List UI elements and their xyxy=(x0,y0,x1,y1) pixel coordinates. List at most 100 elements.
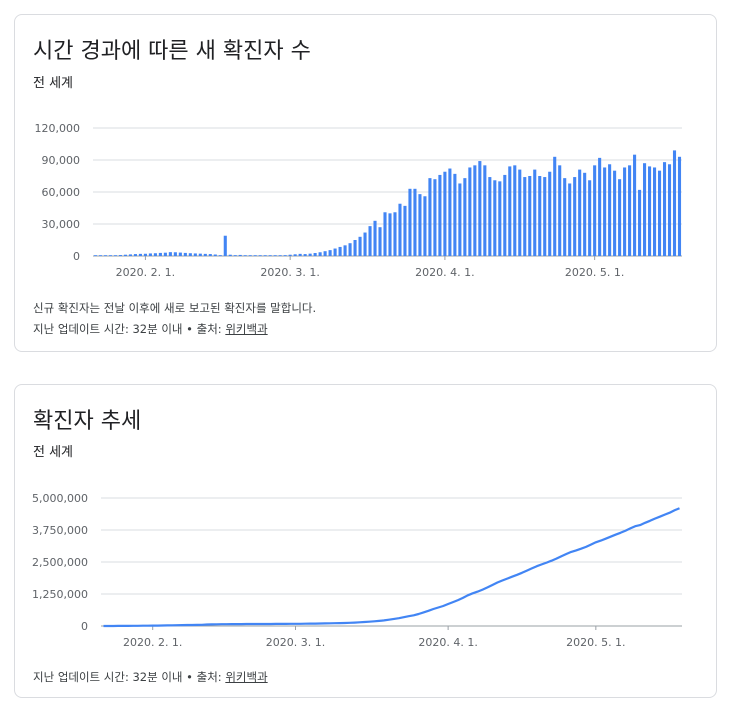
update-info: 지난 업데이트 시간: 32분 이내 • 출처: 위키백과 xyxy=(33,669,268,685)
bar xyxy=(278,255,282,256)
bar xyxy=(328,250,332,256)
y-tick-label: 90,000 xyxy=(42,154,81,167)
update-time: 지난 업데이트 시간: 32분 이내 xyxy=(33,670,183,684)
bar xyxy=(213,254,217,256)
bar xyxy=(598,157,602,256)
bar xyxy=(148,253,152,256)
card-subtitle: 전 세계 xyxy=(33,445,74,460)
x-tick-label: 2020. 5. 1. xyxy=(565,266,624,279)
bar xyxy=(303,254,307,256)
bar xyxy=(473,165,477,256)
bar xyxy=(648,166,652,256)
bar xyxy=(403,205,407,256)
bar xyxy=(618,179,622,256)
bar xyxy=(383,212,387,256)
bar xyxy=(608,164,612,256)
bar xyxy=(538,176,542,256)
bar xyxy=(108,255,113,256)
y-tick-label: 60,000 xyxy=(42,186,81,199)
bar xyxy=(253,255,257,256)
card-title: 확진자 추세 xyxy=(33,409,142,434)
bar xyxy=(103,255,108,256)
bar xyxy=(373,220,377,256)
bar xyxy=(143,253,147,256)
x-tick-label: 2020. 4. 1. xyxy=(418,636,477,649)
bar xyxy=(338,246,342,256)
bar xyxy=(313,253,317,256)
bar xyxy=(228,254,232,256)
source-link[interactable]: 위키백과 xyxy=(225,322,268,336)
separator-dot: • xyxy=(186,670,193,684)
bar xyxy=(652,167,657,256)
bar xyxy=(643,163,647,256)
x-tick-label: 2020. 3. 1. xyxy=(260,266,319,279)
bar xyxy=(573,177,577,256)
bar xyxy=(163,252,167,256)
bar xyxy=(508,166,512,256)
bar xyxy=(493,180,497,256)
bar xyxy=(133,254,137,256)
new-cases-card: 시간 경과에 따른 새 확진자 수 전 세계 120,000 90,000 60,0… xyxy=(14,14,717,352)
bar xyxy=(578,169,582,256)
source-label: 출처: xyxy=(196,670,222,684)
bar xyxy=(548,171,552,256)
bar xyxy=(158,252,162,256)
bar xyxy=(358,236,362,256)
bar xyxy=(568,183,572,256)
series-line xyxy=(103,507,680,628)
bar xyxy=(363,232,367,256)
bar xyxy=(368,226,372,256)
y-tick-label: 0 xyxy=(81,620,88,633)
update-time: 지난 업데이트 시간: 32분 이내 xyxy=(33,322,183,336)
bar xyxy=(413,188,417,256)
bar xyxy=(243,255,247,256)
bar xyxy=(93,255,98,256)
case-trend-card: 확진자 추세 전 세계 5,000,000 3,750,000 2,500,000 1… xyxy=(14,384,717,698)
bar xyxy=(353,240,357,256)
new-cases-chart: 120,000 90,000 60,000 30,000 0 2020. 2. 1. 202… xyxy=(35,122,682,279)
x-tick-label: 2020. 3. 1. xyxy=(266,636,325,649)
bar xyxy=(513,165,517,256)
bar xyxy=(248,255,252,256)
bar xyxy=(468,167,472,256)
bar xyxy=(638,189,642,256)
bar xyxy=(168,252,172,256)
y-tick-label: 120,000 xyxy=(35,122,81,135)
bar xyxy=(433,179,437,256)
source-link[interactable]: 위키백과 xyxy=(225,670,268,684)
bar xyxy=(677,156,682,256)
bar xyxy=(478,161,482,256)
source-label: 출처: xyxy=(196,322,222,336)
bar xyxy=(583,172,587,256)
y-tick-label: 3,750,000 xyxy=(32,524,88,537)
bar xyxy=(458,183,462,256)
bar xyxy=(118,255,123,256)
bar xyxy=(672,150,677,256)
bar xyxy=(318,252,322,256)
bar xyxy=(603,167,607,256)
bar xyxy=(188,253,192,256)
bar xyxy=(233,255,237,256)
bar xyxy=(613,170,617,256)
card-subtitle: 전 세계 xyxy=(33,76,74,91)
x-tick-label: 2020. 5. 1. xyxy=(566,636,625,649)
bar xyxy=(488,177,492,256)
bar xyxy=(258,255,262,256)
x-tick-label: 2020. 2. 1. xyxy=(116,266,175,279)
bar xyxy=(398,203,402,256)
bar xyxy=(113,255,118,256)
bar xyxy=(273,255,277,256)
bar xyxy=(128,254,132,256)
bar xyxy=(138,253,142,256)
bar xyxy=(593,165,597,256)
bar xyxy=(662,162,667,256)
bar xyxy=(308,253,312,256)
bar xyxy=(123,254,127,256)
bar xyxy=(463,178,467,256)
bar xyxy=(378,227,382,256)
bar xyxy=(298,253,302,256)
bar xyxy=(623,167,627,256)
bar xyxy=(223,235,227,256)
bar xyxy=(393,212,397,256)
y-tick-label: 30,000 xyxy=(42,218,81,231)
